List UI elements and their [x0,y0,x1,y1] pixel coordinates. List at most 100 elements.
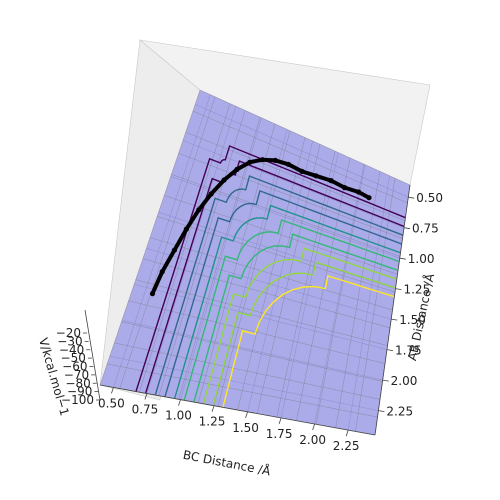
x-tick-label: 1.00 [165,409,192,423]
surface-patch [135,258,161,285]
y-tick-label: 0.75 [412,222,439,236]
surface-patch [121,300,148,327]
trajectory-point [328,178,334,184]
surface-patch [180,179,205,207]
trajectory [149,157,372,297]
surface-patch [330,150,351,177]
z-tick-label: −90 [67,385,92,399]
contour-line [202,247,398,404]
y-tick-label: 2.00 [391,374,418,388]
surface-patch [276,397,301,421]
x-tick-label: 2.25 [333,439,360,453]
trajectory-point [221,177,227,183]
surface-patch [373,189,393,215]
y-tick [403,227,411,230]
surface-patch [224,217,248,244]
surface-patch [153,263,179,290]
y-tick [399,257,406,260]
surface-patch [361,164,381,191]
x-tick [312,423,316,431]
surface-patch [241,370,267,395]
surface-patch [132,325,160,352]
surface-patch [248,268,272,294]
surface-patch [319,288,341,314]
trajectory-point [299,168,305,174]
surface-patch [232,130,255,158]
surface-patch [329,331,352,355]
x-axis-line [99,384,376,436]
surface-patch [319,386,343,410]
z-tick-label: −100 [61,393,94,407]
y-tick-label: 1.00 [408,252,435,266]
contour-line [164,189,402,398]
x-tick [111,387,114,394]
y-tick [408,196,415,199]
y-tick [391,318,398,321]
trajectory-point [171,247,177,253]
surface-patch [315,143,336,171]
surface-patch [348,335,370,360]
surface-patch [284,359,309,384]
surface-patch [246,351,271,376]
x-tick [245,411,248,418]
surface-patch [201,117,224,146]
y-tick-label: 0.50 [416,191,443,205]
x-tick [144,393,148,400]
surface-patch [322,368,346,392]
contour-line [183,219,400,401]
surface-patch [253,116,276,145]
trajectory-point [208,191,214,197]
surface-patch [283,278,307,304]
surface-patch [113,321,141,348]
surface-patch [251,331,276,357]
surface-patch [149,216,175,244]
grid-line-x [113,94,211,388]
surface-patch [284,130,306,158]
z-tick-label: −60 [62,360,87,374]
x-tick-label: 0.50 [98,396,125,410]
z-tick-label: −50 [61,351,86,365]
x-tick [211,405,215,412]
energy-surface [99,89,411,436]
surface-patch [289,340,312,365]
surface-patch [247,203,270,230]
surface-patch [307,345,331,369]
surface-patch [326,349,349,374]
surface-patch [274,317,298,342]
surface-patch [370,207,390,233]
trajectory-point [356,189,362,195]
surface-patch [164,288,191,315]
surface-patch [345,157,366,184]
x-tick-label: 1.75 [266,427,293,441]
surface-patch [354,299,376,324]
trajectory-point [247,159,253,165]
surface-patch [238,110,261,138]
contour-line [135,145,406,392]
surface-patch [311,326,334,351]
surface-patch [163,173,189,202]
surface-patch [293,321,316,346]
y-axis-line [374,184,411,436]
surface-patch [192,89,216,118]
trajectory-point [313,173,319,179]
surface-patch [265,355,290,380]
surface-patch [126,346,153,372]
trajectory-point [366,195,372,201]
y-tick-label: 2.25 [386,405,413,419]
x-tick-label: 1.25 [199,415,226,429]
z-tick-label: −40 [59,343,84,357]
surface-patch [185,110,209,139]
surface-patch [151,330,178,356]
surface-patch [128,279,155,306]
contour-line [212,261,396,406]
surface-patch [351,317,373,342]
trajectory-point [272,157,278,163]
grid-line-y [182,140,405,228]
surface-patch [142,237,168,264]
z-axis: V/kcal.mol−1 −20−30−40−50−60−70−80−90−10… [36,309,101,417]
z-tick-label: −80 [65,376,90,390]
surface-patch [261,292,285,318]
surface-patch [194,138,218,166]
surface-patch [171,152,195,181]
